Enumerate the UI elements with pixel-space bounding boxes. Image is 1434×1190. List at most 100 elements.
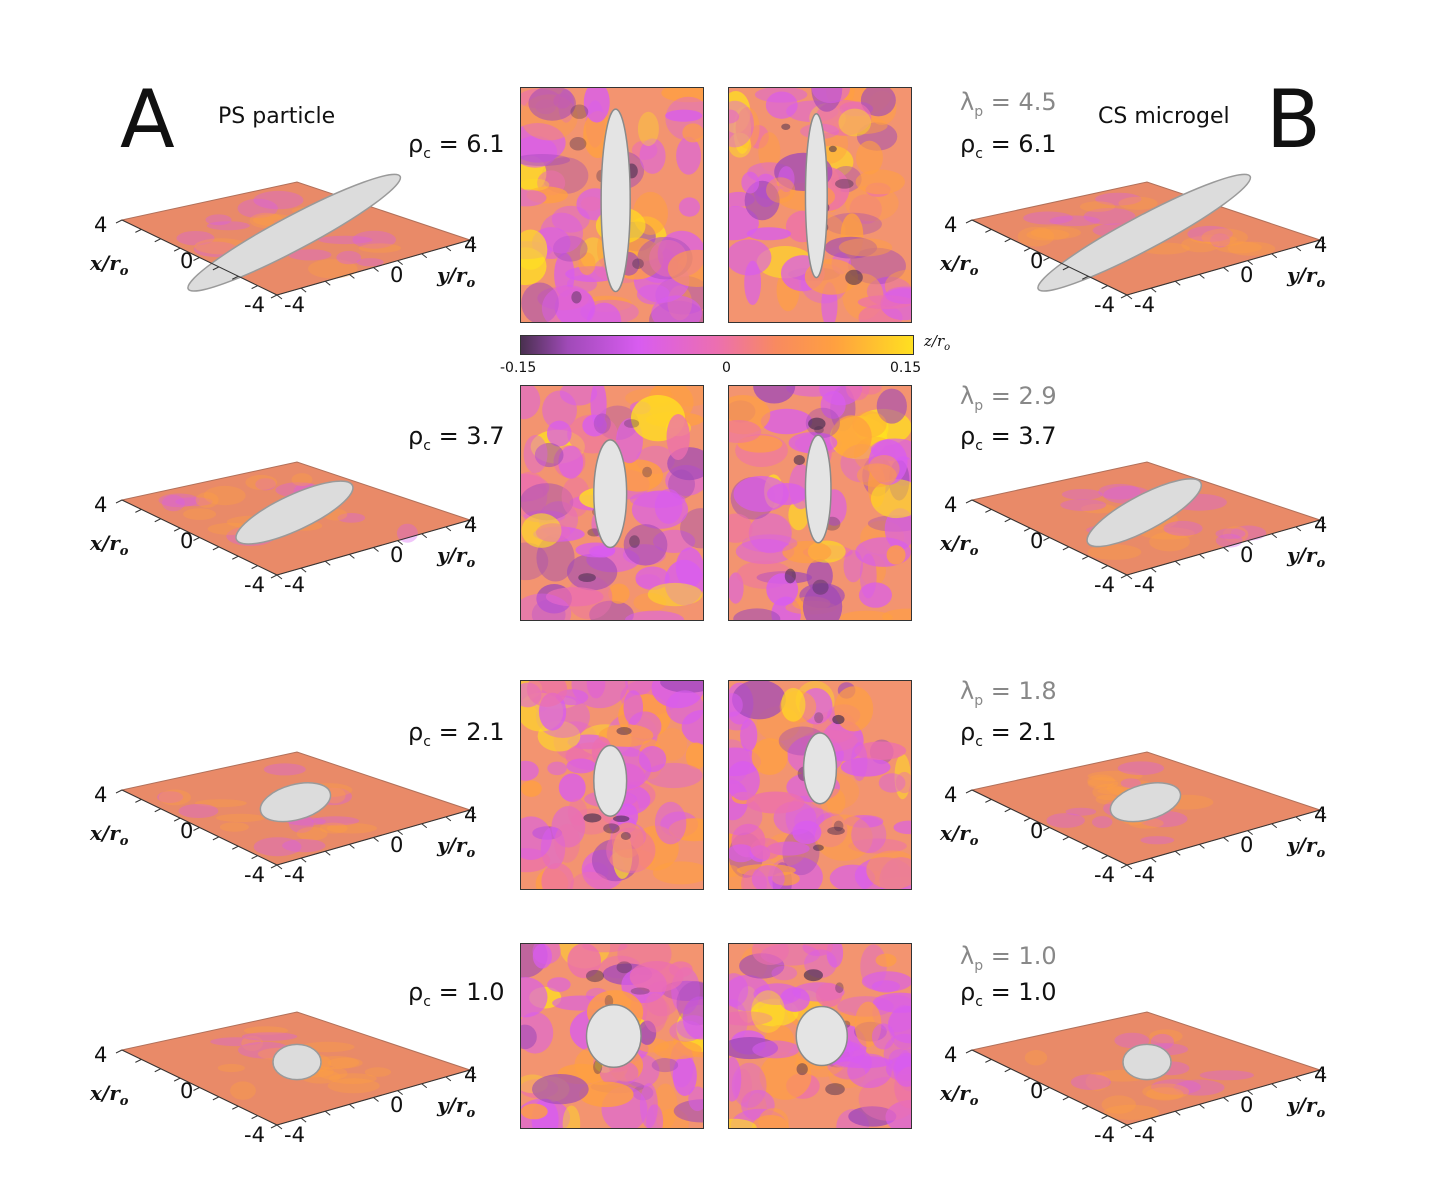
axis-tick-label: -4 [1094, 1123, 1115, 1147]
x-axis-label: x/ro [939, 1081, 979, 1109]
rho-c-label-right: ρc = 2.1 [960, 718, 1057, 750]
axis-tick-label: 0 [180, 529, 193, 553]
axis-tick-label: 0 [1030, 819, 1043, 843]
particle-3d [1037, 173, 1252, 292]
height-map-image [521, 681, 703, 889]
particle-top-view [804, 113, 828, 279]
rho-c-label-left: ρc = 2.1 [408, 718, 505, 750]
rho-c-label-right: ρc = 1.0 [960, 978, 1057, 1010]
height-map-image [521, 386, 703, 620]
colorbar-mid-label: 0 [722, 360, 731, 376]
colorbar-unit-sub: o [944, 342, 951, 353]
axis-tick-label: 4 [1314, 233, 1327, 257]
y-axis-label: y/ro [1286, 263, 1325, 291]
lambda-p-label: λp = 1.0 [960, 942, 1057, 974]
particle-top-view [802, 732, 838, 805]
lambda-p-label: λp = 1.8 [960, 677, 1057, 709]
axis-tick-label: 4 [1314, 1063, 1327, 1087]
panel-letter-a: A [120, 73, 175, 166]
axis-tick-label: 4 [944, 213, 957, 237]
colorbar-unit-label: z/ro [924, 332, 950, 353]
height-map [520, 680, 704, 890]
axis-tick-label: 0 [390, 263, 403, 287]
surface-3d-plot: 4 0 -4 -4 0 4 x/ro y/ro [89, 740, 532, 890]
axis-tick-label: -4 [1094, 293, 1115, 317]
x-axis-label: x/ro [89, 1081, 129, 1109]
height-map [520, 87, 704, 323]
x-axis-label: x/ro [89, 251, 129, 279]
height-map [728, 680, 912, 890]
x-axis-label: x/ro [89, 531, 129, 559]
height-map [520, 943, 704, 1129]
axis-tick-label: 0 [1240, 263, 1253, 287]
lambda-p-label: λp = 4.5 [960, 88, 1057, 120]
axis-tick-label: 4 [944, 783, 957, 807]
axis-tick-label: -4 [1094, 863, 1115, 887]
axis-tick-label: -4 [244, 863, 265, 887]
surface-3d-plot: 4 0 -4 -4 0 4 x/ro y/ro [89, 1000, 532, 1150]
rho-c-label-left: ρc = 3.7 [408, 422, 505, 454]
axis-tick-label: 4 [1314, 803, 1327, 827]
particle-3d [187, 173, 402, 292]
axis-tick-label: 4 [1314, 513, 1327, 537]
axis-tick-label: 0 [390, 1093, 403, 1117]
rho-c-label-right: ρc = 6.1 [960, 130, 1057, 162]
surface-3d-plot: 4 0 -4 -4 0 4 x/ro y/ro [939, 450, 1382, 600]
particle-3d [259, 782, 332, 823]
height-map-image [521, 88, 703, 322]
panel-letter-b: B [1266, 73, 1321, 166]
axis-tick-label: 4 [94, 213, 107, 237]
axis-tick-label: 0 [1240, 1093, 1253, 1117]
axis-tick-label: 4 [464, 1063, 477, 1087]
axis-tick-label: 0 [180, 1079, 193, 1103]
axis-tick-label: -4 [284, 1123, 305, 1147]
axis-tick-label: 0 [390, 543, 403, 567]
axis-tick-label: -4 [244, 293, 265, 317]
particle-3d [1086, 478, 1203, 548]
axis-tick-label: 4 [944, 1043, 957, 1067]
particle-3d [1109, 782, 1182, 823]
axis-tick-label: -4 [1094, 573, 1115, 597]
axis-tick-label: -4 [284, 863, 305, 887]
axis-tick-label: 0 [180, 249, 193, 273]
y-axis-label: y/ro [436, 543, 475, 571]
axis-tick-label: 4 [464, 513, 477, 537]
particle-3d [1122, 1043, 1172, 1081]
height-map-image [521, 944, 703, 1128]
particle-top-view [804, 434, 832, 544]
y-axis-label: y/ro [1286, 543, 1325, 571]
x-axis-label: x/ro [939, 251, 979, 279]
axis-tick-label: 4 [944, 493, 957, 517]
axis-tick-label: 0 [1030, 529, 1043, 553]
axis-tick-label: -4 [284, 293, 305, 317]
axis-tick-label: -4 [1134, 1123, 1155, 1147]
x-axis-label: x/ro [89, 821, 129, 849]
rho-c-label-right: ρc = 3.7 [960, 422, 1057, 454]
axis-tick-label: -4 [1134, 293, 1155, 317]
axis-tick-label: 0 [1030, 1079, 1043, 1103]
height-map-image [729, 386, 911, 620]
particle-top-view [795, 1005, 849, 1067]
particle-top-view [600, 108, 631, 293]
axis-tick-label: 4 [464, 803, 477, 827]
particle-3d [272, 1043, 322, 1081]
axis-tick-label: 0 [1240, 543, 1253, 567]
axis-tick-label: 0 [1030, 249, 1043, 273]
surface-3d-plot: 4 0 -4 -4 0 4 x/ro y/ro [939, 1000, 1382, 1150]
colorbar [520, 335, 914, 355]
y-axis-label: y/ro [1286, 833, 1325, 861]
axis-tick-label: 0 [180, 819, 193, 843]
axis-tick-label: 0 [1240, 833, 1253, 857]
axis-tick-label: 0 [390, 833, 403, 857]
axis-tick-label: 4 [94, 783, 107, 807]
colorbar-unit-text: z/r [924, 332, 945, 350]
axis-tick-label: 4 [94, 1043, 107, 1067]
panel-title-ps-particle: PS particle [218, 104, 336, 129]
colorbar-max-label: 0.15 [890, 360, 922, 376]
axis-tick-label: 4 [464, 233, 477, 257]
particle-3d [235, 480, 354, 545]
surface-3d-plot: 4 0 -4 -4 0 4 x/ro y/ro [89, 170, 532, 320]
surface-3d-plot: 4 0 -4 -4 0 4 x/ro y/ro [939, 170, 1382, 320]
height-map-image [729, 88, 911, 322]
particle-top-view [593, 744, 628, 817]
